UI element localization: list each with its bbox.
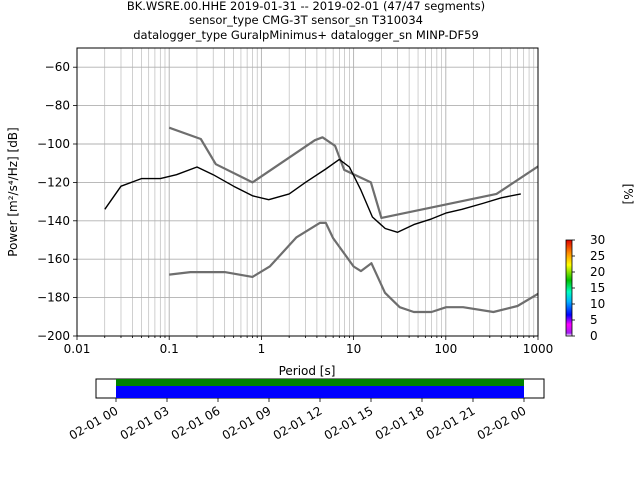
x-tick-label: 0.01 (64, 342, 91, 356)
colorbar-tick-label: 5 (590, 313, 598, 327)
x-tick-label: 100 (434, 342, 457, 356)
x-axis-label: Period [s] (279, 364, 336, 378)
timeline-tick-label: 02-02 00 (475, 404, 529, 443)
x-axis: 0.01 0.1 1 10 100 1000 (64, 336, 554, 356)
colorbar-tick-label: 10 (590, 297, 605, 311)
timeline-tick-label: 02-01 06 (169, 404, 223, 443)
grid-lines (76, 48, 539, 337)
colorbar-tick-label: 15 (590, 281, 605, 295)
timeline-tick-label: 02-01 18 (373, 404, 427, 443)
timeline-tick-label: 02-01 21 (424, 404, 478, 443)
y-axis: −60 −80 −100 −120 −140 −160 −180 −200 (37, 60, 77, 343)
title-line-2: sensor_type CMG-3T sensor_sn T310034 (189, 13, 423, 27)
colorbar-tick-label: 20 (590, 265, 605, 279)
mean-line (104, 158, 521, 233)
x-tick-label: 1 (258, 342, 266, 356)
y-tick-label: −80 (45, 99, 70, 113)
timeline-tick-label: 02-01 00 (67, 404, 121, 443)
coverage-used-bar (116, 379, 524, 386)
timeline-tick-label: 02-01 12 (271, 404, 325, 443)
y-tick-label: −160 (37, 252, 70, 266)
colorbar-gradient (565, 239, 573, 337)
x-tick-label: 0.1 (160, 342, 179, 356)
coverage-data-bar (116, 386, 524, 398)
y-tick-label: −140 (37, 214, 70, 228)
x-tick-label: 1000 (523, 342, 554, 356)
colorbar-tick-label: 30 (590, 233, 605, 247)
nlnm-line (169, 221, 538, 314)
colorbar-label: [%] (621, 184, 635, 205)
y-tick-label: −100 (37, 137, 70, 151)
timeline-tick-label: 02-01 03 (118, 404, 172, 443)
colorbar-tick-label: 25 (590, 249, 605, 263)
colorbar-ticks: 0 5 10 15 20 25 30 (572, 233, 605, 343)
y-tick-label: −60 (45, 60, 70, 74)
nhnm-line (168, 126, 538, 219)
colorbar: 0 5 10 15 20 25 30 [%] (565, 184, 635, 343)
timeline-tick-label: 02-01 09 (220, 404, 274, 443)
title-line-1: BK.WSRE.00.HHE 2019-01-31 -- 2019-02-01 … (127, 0, 485, 13)
curves (104, 126, 538, 314)
plot-frame (76, 47, 539, 337)
timeline-tick-label: 02-01 15 (322, 404, 376, 443)
y-tick-label: −120 (37, 175, 70, 189)
y-axis-label: Power [m²/s⁴/Hz] [dB] (6, 127, 20, 256)
y-tick-label: −200 (37, 329, 70, 343)
y-tick-label: −180 (37, 291, 70, 305)
x-tick-label: 10 (346, 342, 361, 356)
title-line-3: datalogger_type GuralpMinimus+ datalogge… (133, 28, 479, 42)
chart-title: BK.WSRE.00.HHE 2019-01-31 -- 2019-02-01 … (127, 0, 485, 42)
colorbar-tick-label: 0 (590, 329, 598, 343)
